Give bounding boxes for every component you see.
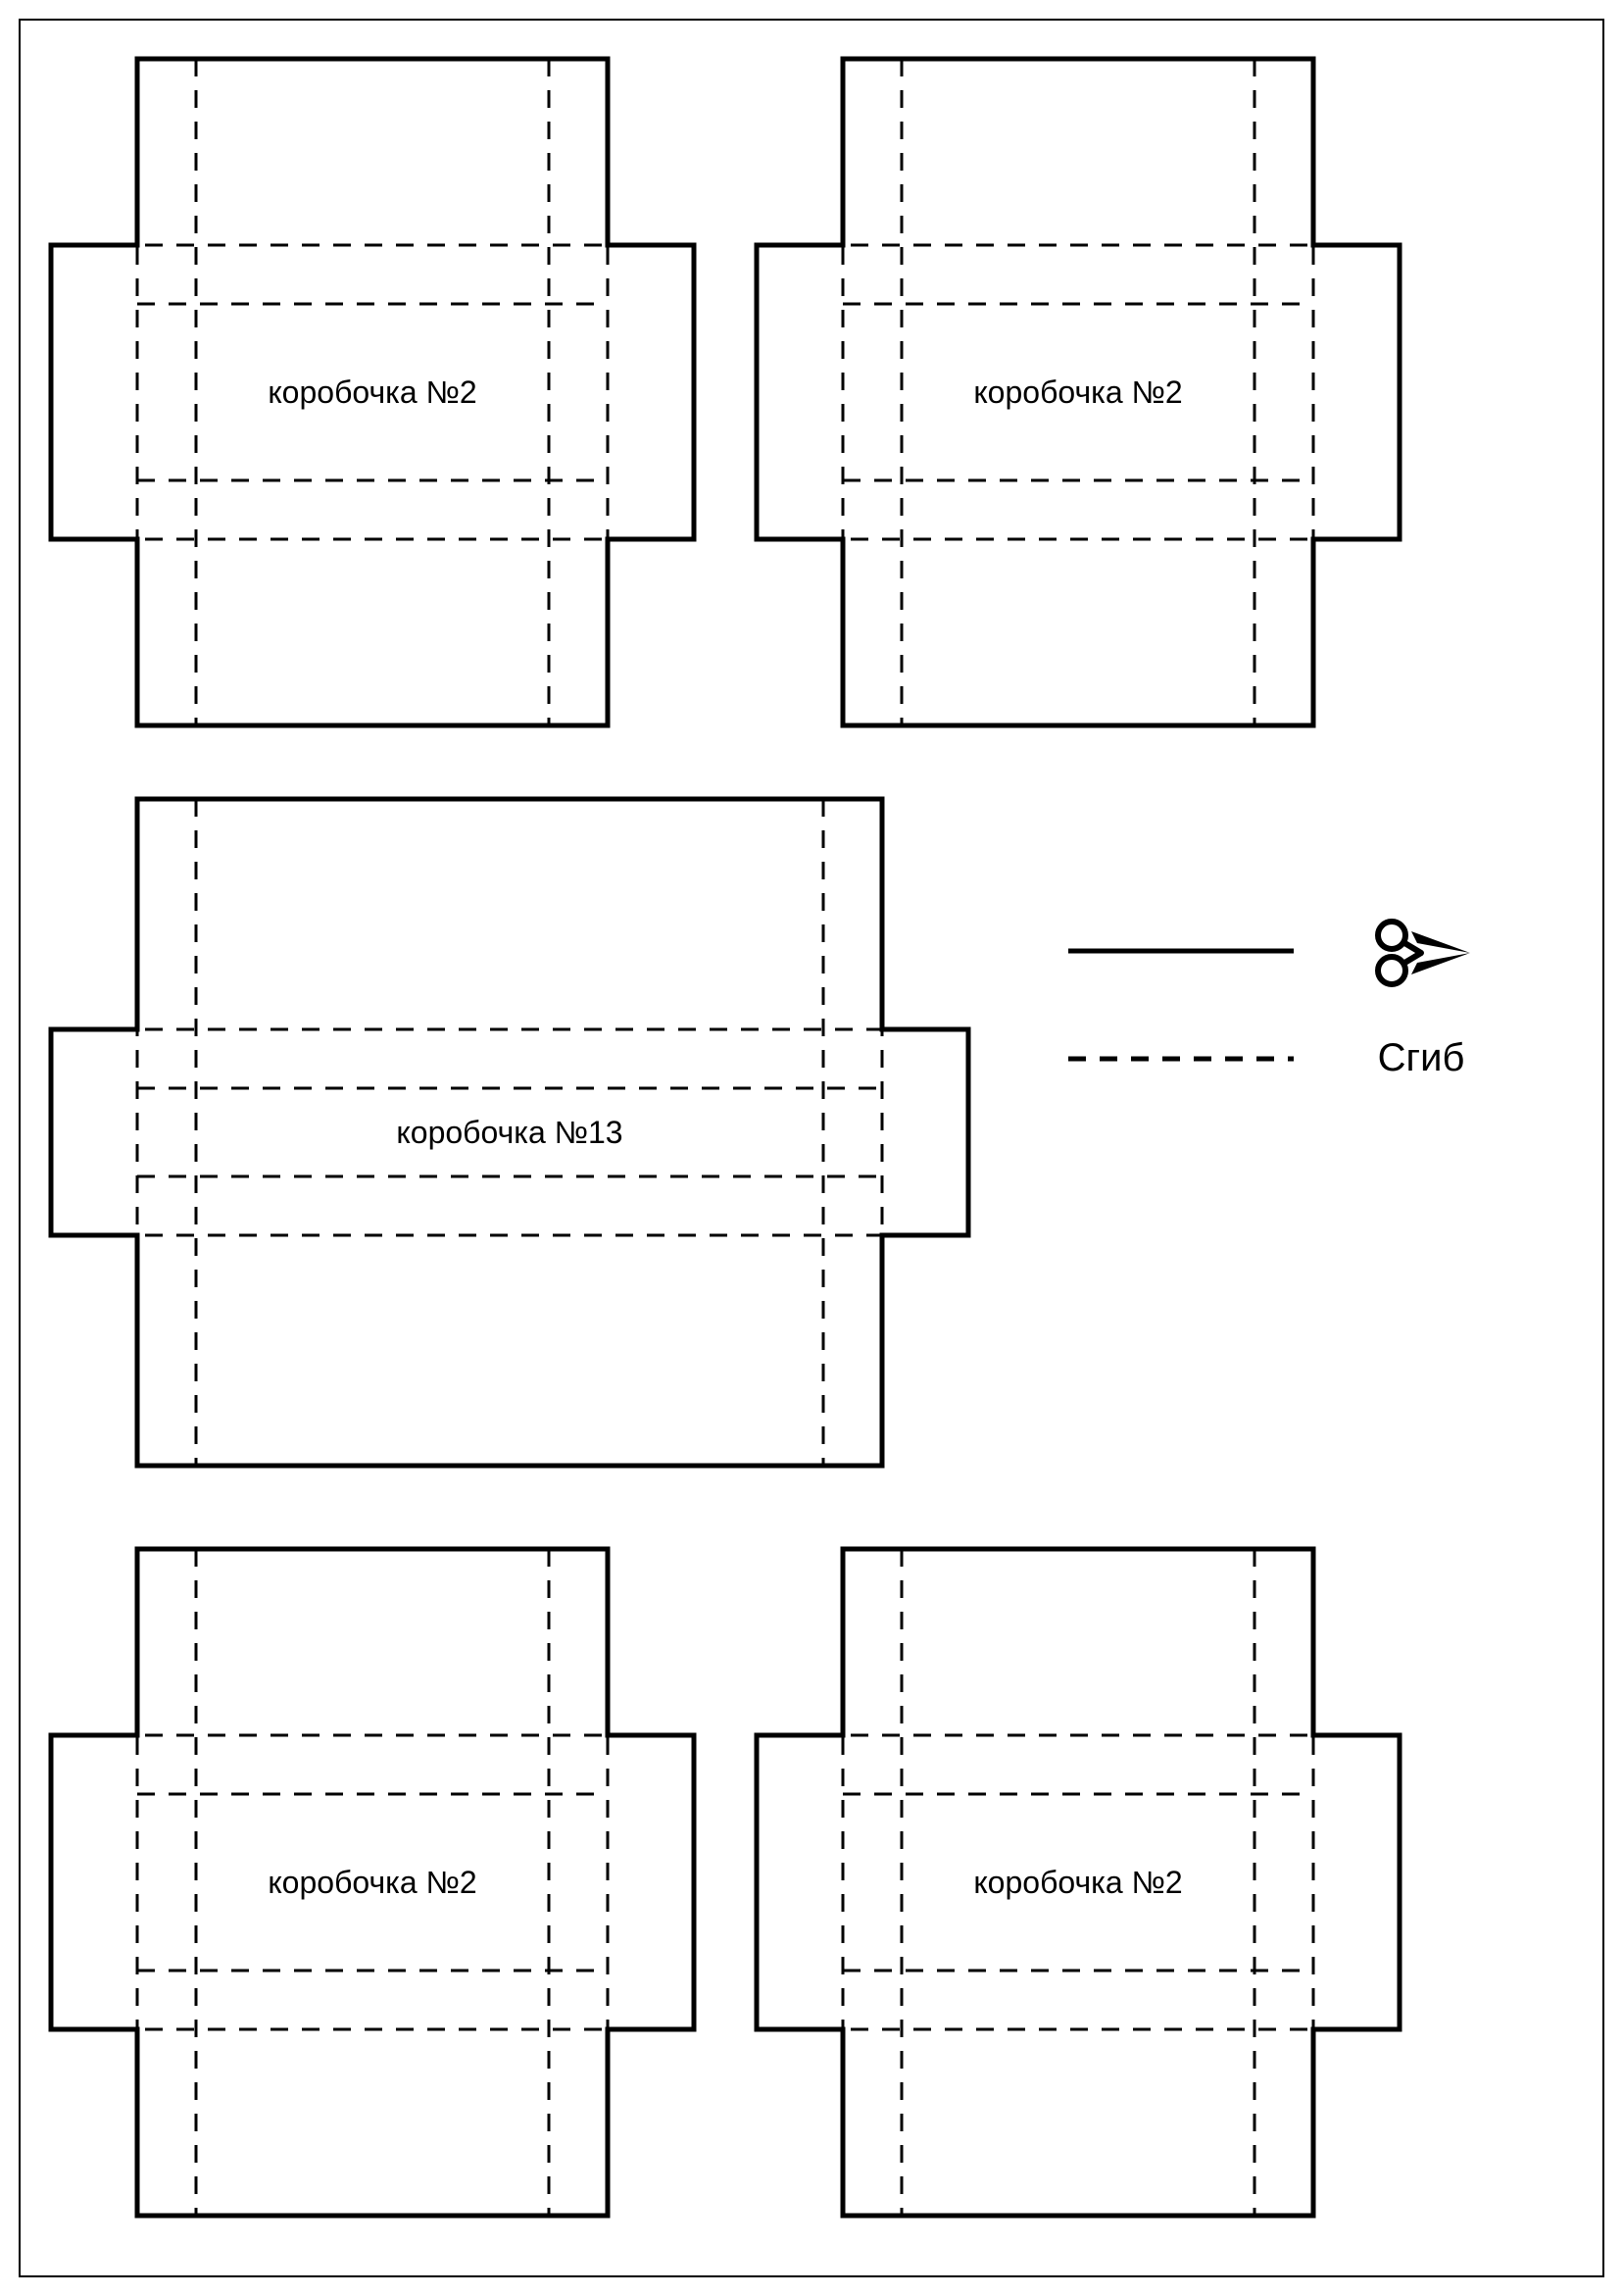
box-label: коробочка №13 [396,1115,622,1150]
box-label: коробочка №2 [973,1865,1182,1900]
legend-fold-label: Сгиб [1378,1036,1465,1079]
box-label: коробочка №2 [268,1865,476,1900]
box-label: коробочка №2 [268,374,476,410]
box-label: коробочка №2 [973,374,1182,410]
